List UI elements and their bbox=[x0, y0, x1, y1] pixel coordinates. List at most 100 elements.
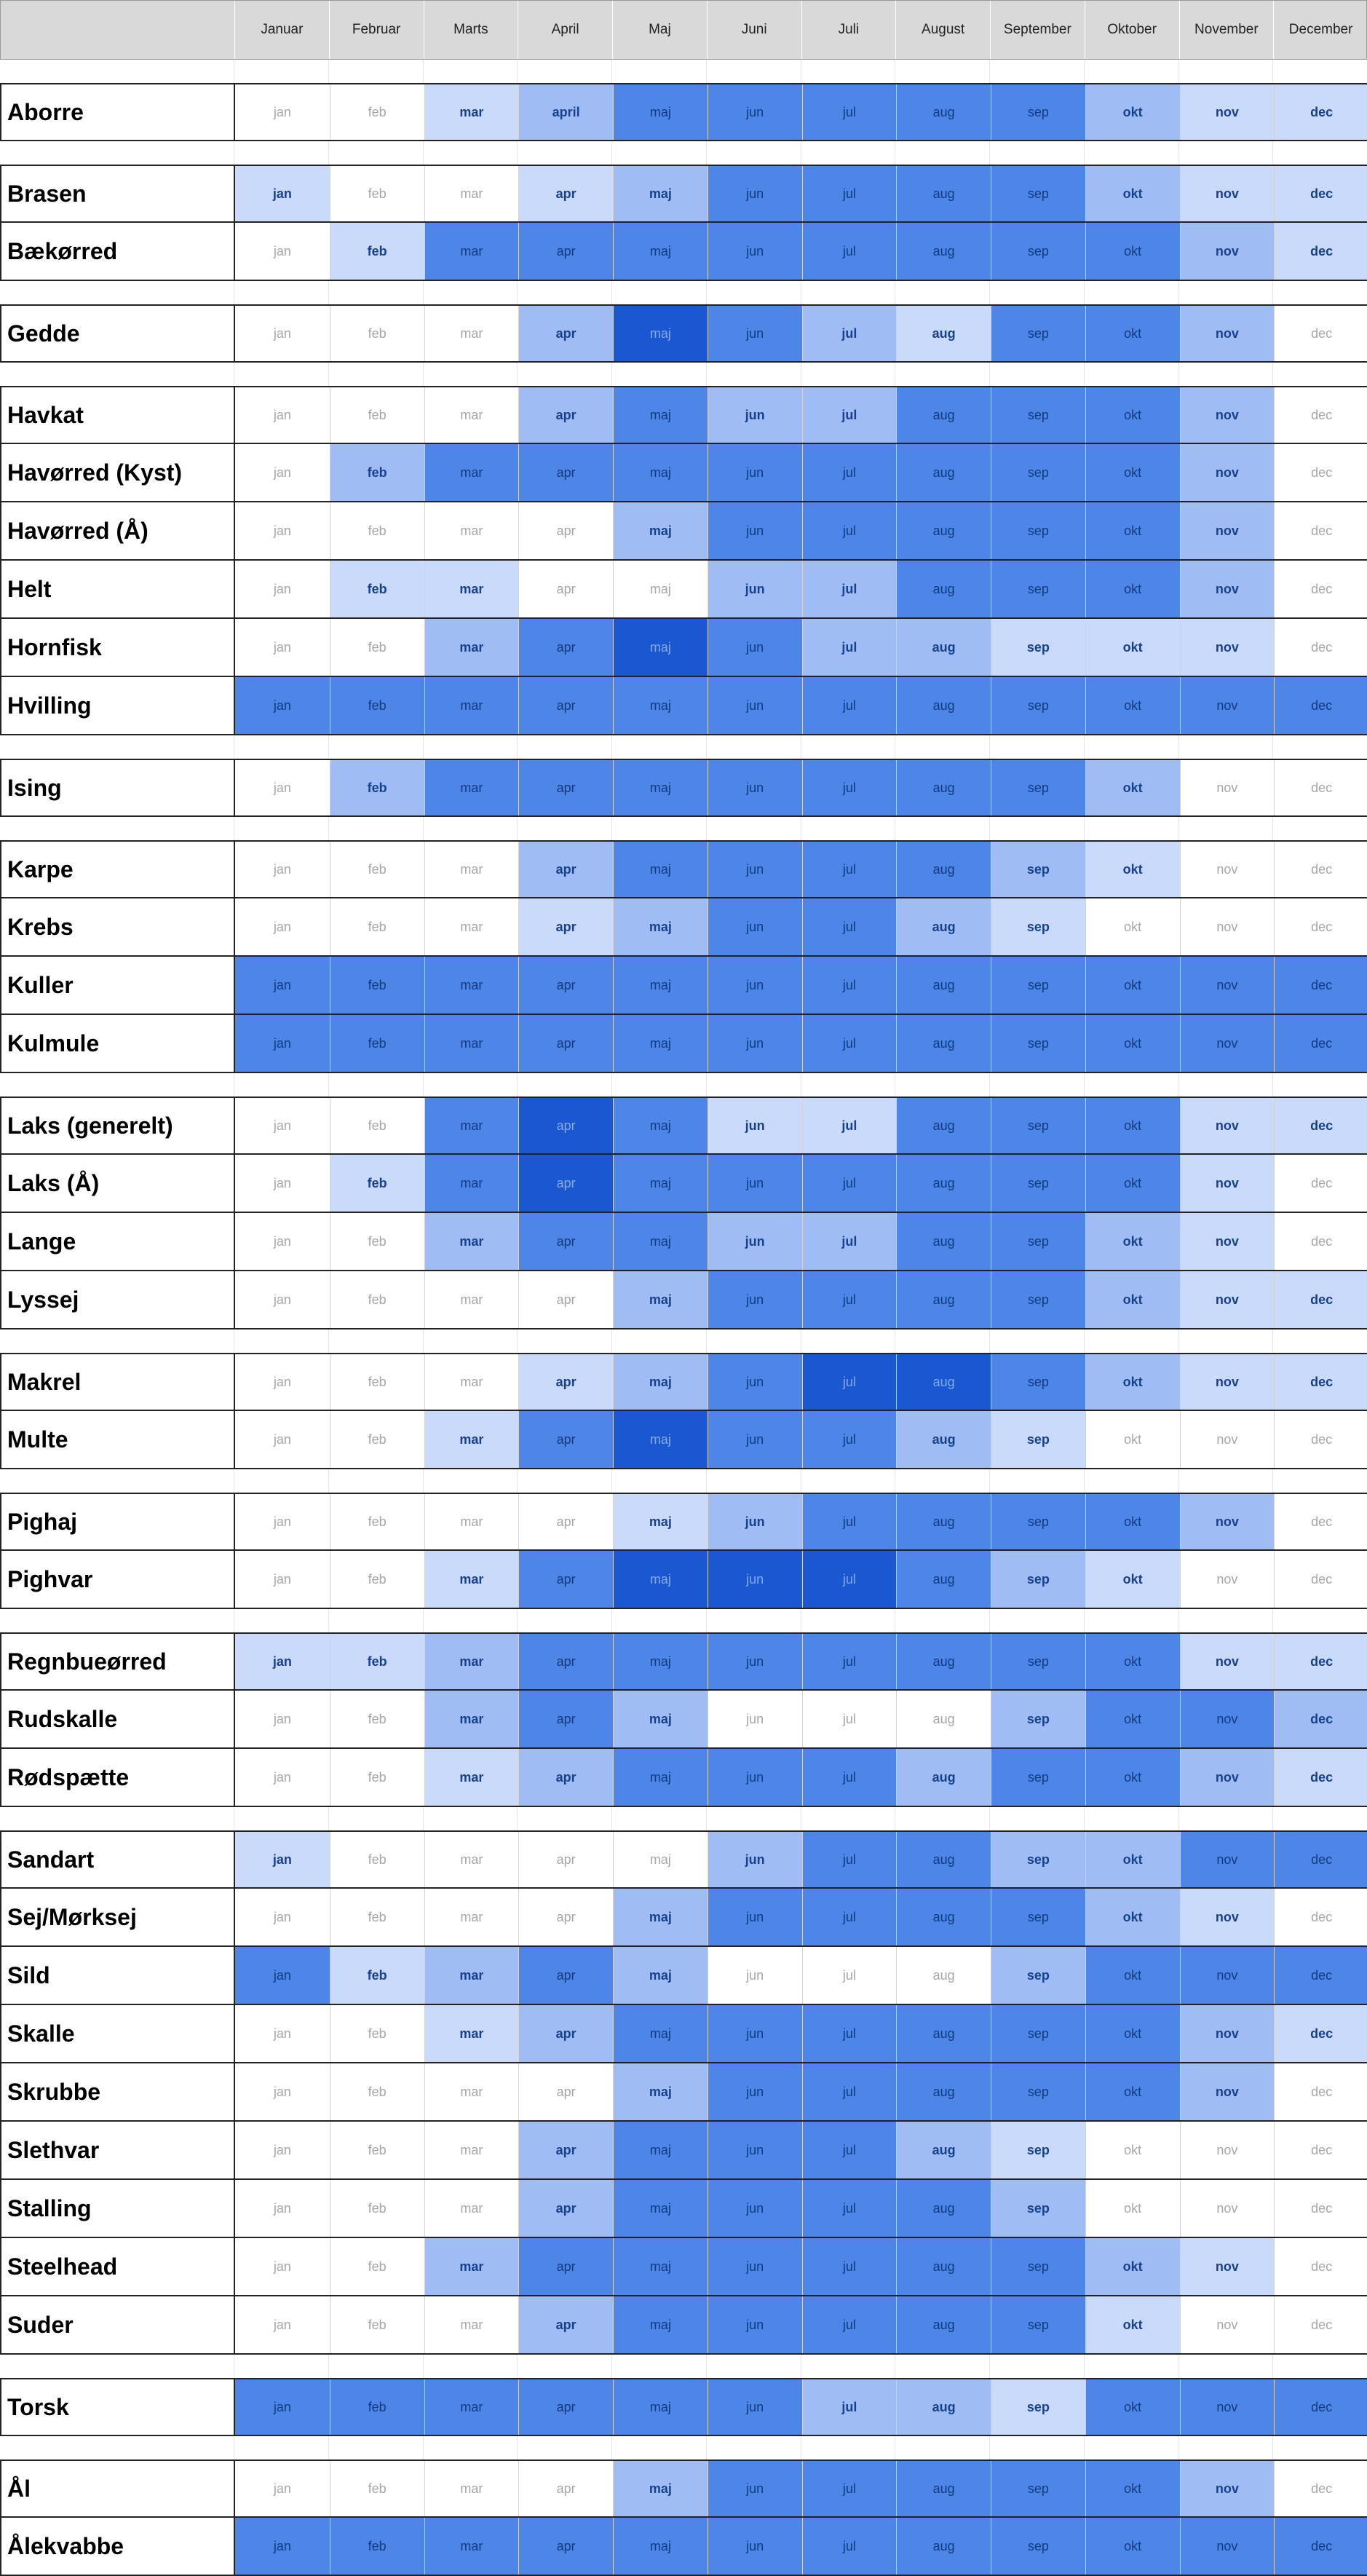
spacer-gridline bbox=[517, 817, 518, 840]
fish-row: Hvilling jan feb mar apr maj jun jul aug sep okt no… bbox=[0, 677, 1367, 735]
month-cell-feb: feb bbox=[329, 1634, 424, 1689]
spacer-gridline bbox=[1272, 735, 1274, 759]
month-cell-jun: jun bbox=[707, 2238, 802, 2295]
fish-row: Suder jan feb mar apr maj jun jul aug sep okt nov de… bbox=[0, 2296, 1367, 2355]
month-cell-jan: jan bbox=[235, 2518, 330, 2575]
month-cell-jan: jan bbox=[235, 2379, 330, 2435]
fish-row: Ål jan feb mar apr maj jun jul aug sep okt nov dec bbox=[0, 2460, 1367, 2518]
month-cell-okt: okt bbox=[1085, 2063, 1180, 2120]
fish-name: Helt bbox=[1, 561, 235, 617]
spacer-gridline bbox=[705, 281, 707, 304]
spacer-gridline bbox=[517, 735, 518, 759]
spacer-gridline bbox=[1272, 281, 1274, 304]
month-cell-sep: sep bbox=[991, 1889, 1085, 1945]
spacer-gridline bbox=[705, 817, 707, 840]
month-cell-jul: jul bbox=[801, 561, 897, 617]
month-cell-jan: jan bbox=[235, 1098, 330, 1153]
month-cell-dec: dec bbox=[1274, 1691, 1367, 1747]
month-cell-jan: jan bbox=[235, 2461, 330, 2516]
month-cell-maj: maj bbox=[613, 84, 708, 140]
month-cell-nov: nov bbox=[1179, 1889, 1275, 1945]
month-cell-jan: jan bbox=[235, 2122, 330, 2178]
month-cell-jul: jul bbox=[801, 1015, 897, 1072]
spacer-gridline bbox=[1178, 2436, 1179, 2460]
spacer-gridline bbox=[705, 60, 707, 83]
month-cell-sep: sep bbox=[991, 957, 1085, 1014]
spacer-gridline bbox=[1083, 363, 1085, 386]
month-header-5: Maj bbox=[612, 1, 707, 59]
month-cell-feb: feb bbox=[329, 619, 424, 676]
month-cell-sep: sep bbox=[991, 677, 1085, 734]
fish-row: Sild jan feb mar apr maj jun jul aug sep okt nov dec bbox=[0, 1947, 1367, 2005]
spacer-gridline bbox=[611, 1807, 612, 1830]
month-cell-jul: jul bbox=[801, 502, 897, 559]
month-cell-aug: aug bbox=[896, 2063, 991, 2120]
month-cell-nov: nov bbox=[1179, 1634, 1275, 1689]
month-cell-apr: apr bbox=[518, 166, 613, 221]
month-cell-apr: apr bbox=[518, 1213, 613, 1270]
fish-name: Ål bbox=[1, 2461, 235, 2516]
fish-row: Laks (Å) jan feb mar apr maj jun jul aug sep okt no… bbox=[0, 1155, 1367, 1213]
spacer-gridline bbox=[1178, 817, 1179, 840]
month-cell-dec: dec bbox=[1274, 444, 1367, 501]
spacer-gridline bbox=[611, 1330, 612, 1353]
spacer-gridline bbox=[1178, 1469, 1179, 1493]
spacer-gridline bbox=[328, 141, 329, 165]
month-cell-mar: mar bbox=[424, 677, 519, 734]
group-spacer bbox=[0, 817, 1367, 840]
month-cell-okt: okt bbox=[1085, 1411, 1180, 1468]
fish-row: Havørred (Kyst) jan feb mar apr maj jun jul aug s… bbox=[0, 444, 1367, 502]
month-cell-okt: okt bbox=[1085, 1832, 1180, 1887]
month-cell-jun: jun bbox=[707, 1832, 802, 1887]
month-cell-apr: apr bbox=[518, 1494, 613, 1549]
fish-row: Skrubbe jan feb mar apr maj jun jul aug sep okt nov… bbox=[0, 2063, 1367, 2122]
month-cell-apr: apr bbox=[518, 1155, 613, 1212]
month-cell-jul: jul bbox=[801, 2063, 897, 2120]
month-cell-apr: apr bbox=[518, 502, 613, 559]
month-cell-feb: feb bbox=[329, 2063, 424, 2120]
month-cell-jan: jan bbox=[235, 84, 330, 140]
fish-row: Hornfisk jan feb mar apr maj jun jul aug sep okt no… bbox=[0, 619, 1367, 677]
month-cell-okt: okt bbox=[1085, 677, 1180, 734]
month-cell-apr: apr bbox=[518, 1832, 613, 1887]
month-cell-feb: feb bbox=[329, 306, 424, 361]
spacer-gridline bbox=[705, 1073, 707, 1097]
month-cell-maj: maj bbox=[613, 1551, 708, 1608]
month-cell-sep: sep bbox=[991, 84, 1085, 140]
month-cell-apr: apr bbox=[518, 2379, 613, 2435]
month-cell-mar: mar bbox=[424, 306, 519, 361]
month-cell-aug: aug bbox=[896, 2238, 991, 2295]
month-cell-mar: mar bbox=[424, 1634, 519, 1689]
spacer-gridline bbox=[705, 1609, 707, 1632]
spacer-gridline bbox=[1178, 2355, 1179, 2378]
month-cell-maj: maj bbox=[613, 1691, 708, 1747]
month-cell-maj: maj bbox=[613, 2180, 708, 2237]
month-cell-jun: jun bbox=[707, 1634, 802, 1689]
month-cell-apr: apr bbox=[518, 957, 613, 1014]
month-cell-jun: jun bbox=[707, 84, 802, 140]
month-cell-jan: jan bbox=[235, 1551, 330, 1608]
month-cell-sep: sep bbox=[991, 1832, 1085, 1887]
month-cell-dec: dec bbox=[1274, 223, 1367, 280]
month-cell-jul: jul bbox=[801, 1411, 897, 1468]
fish-name: Lyssej bbox=[1, 1271, 235, 1328]
month-cell-dec: dec bbox=[1274, 1098, 1367, 1153]
month-cell-jan: jan bbox=[235, 166, 330, 221]
month-cell-aug: aug bbox=[896, 1155, 991, 1212]
month-cell-sep: sep bbox=[991, 1691, 1085, 1747]
month-cell-okt: okt bbox=[1085, 502, 1180, 559]
month-cell-dec: dec bbox=[1274, 842, 1367, 897]
month-cell-feb: feb bbox=[329, 1213, 424, 1270]
spacer-gridline bbox=[1178, 735, 1179, 759]
month-cell-nov: nov bbox=[1179, 2238, 1275, 2295]
month-cell-mar: mar bbox=[424, 1947, 519, 2004]
month-cell-nov: nov bbox=[1179, 1691, 1275, 1747]
month-header-1: Januar bbox=[234, 1, 329, 59]
fish-name: Havørred (Kyst) bbox=[1, 444, 235, 501]
fish-row: Gedde jan feb mar apr maj jun jul aug sep okt nov de… bbox=[0, 304, 1367, 363]
month-cell-jun: jun bbox=[707, 2122, 802, 2178]
month-cell-jun: jun bbox=[707, 502, 802, 559]
spacer-gridline bbox=[328, 1469, 329, 1493]
month-cell-jan: jan bbox=[235, 502, 330, 559]
